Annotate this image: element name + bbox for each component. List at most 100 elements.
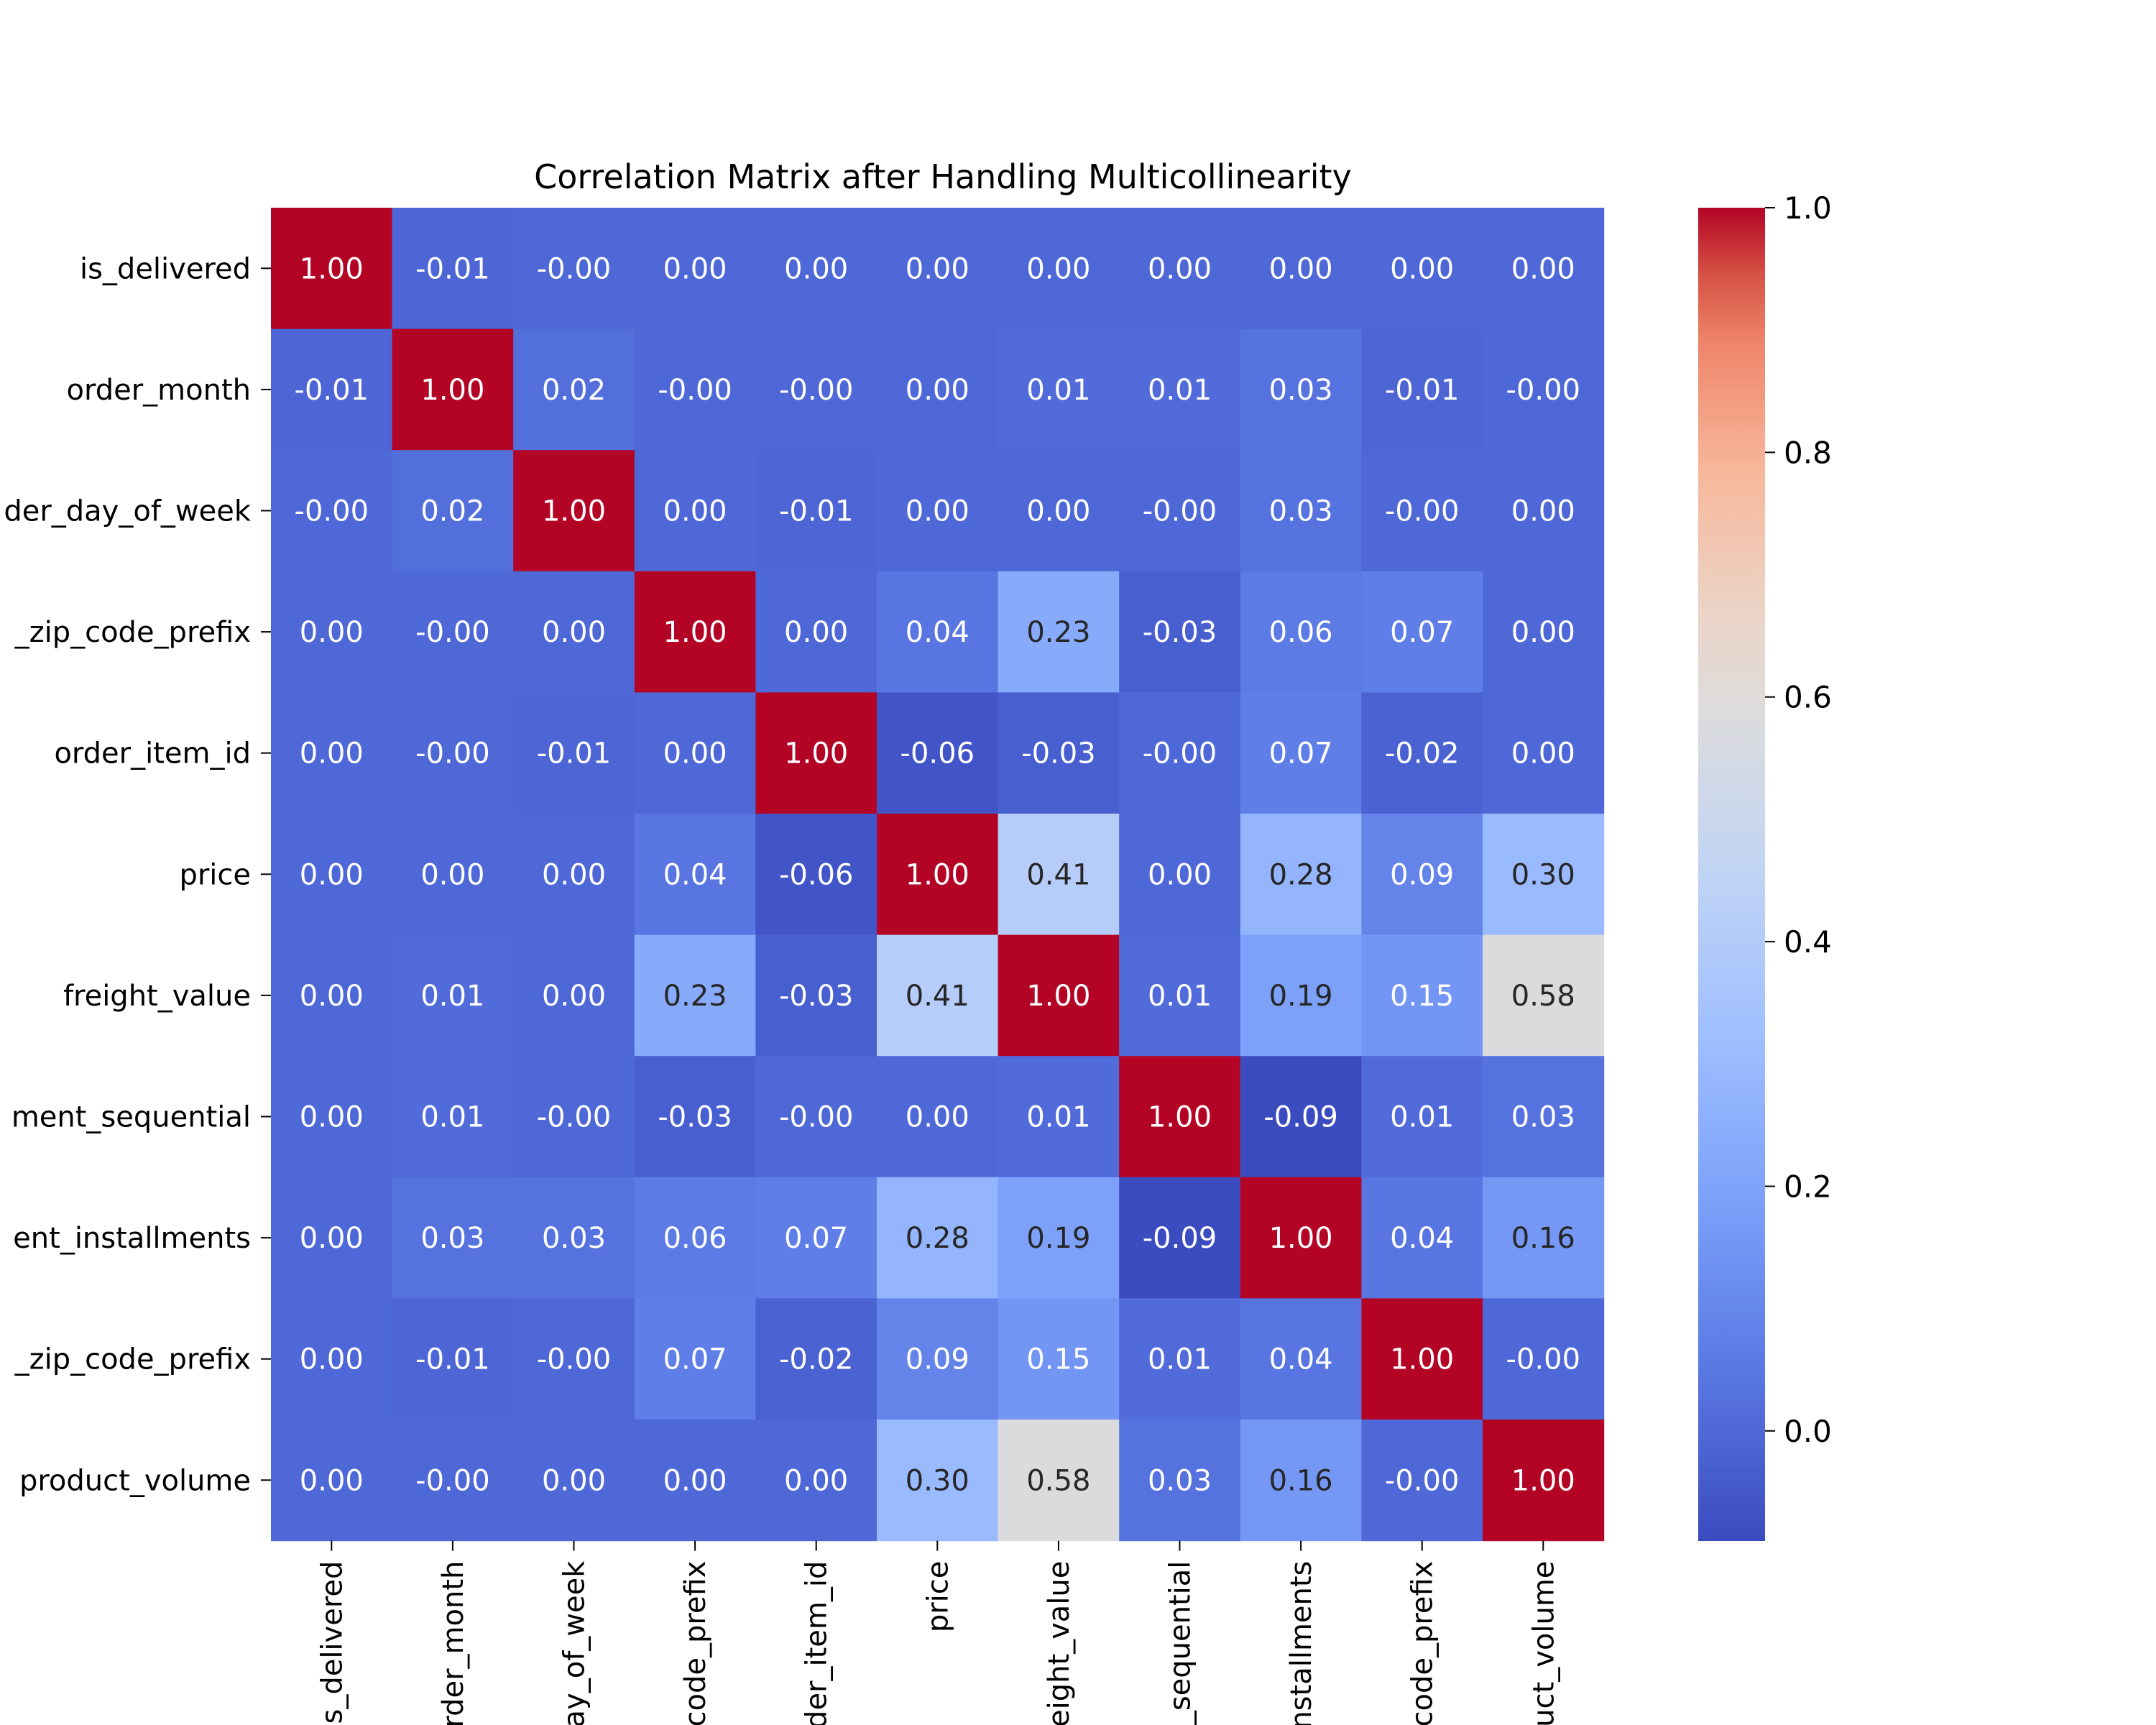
heatmap-cell (271, 328, 393, 451)
heatmap-cell (1240, 1177, 1362, 1299)
heatmap-cell (271, 450, 393, 572)
heatmap-cell (1361, 208, 1483, 330)
heatmap-cell (1361, 328, 1483, 451)
row-label: price (179, 858, 251, 891)
cell-value-label: 1.00 (300, 252, 364, 285)
heatmap-cell (755, 814, 877, 936)
heatmap-cell (755, 328, 877, 451)
cell-value-label: 0.03 (542, 1222, 606, 1255)
heatmap-cell (1361, 814, 1483, 936)
cell-value-label: 1.00 (1511, 1464, 1575, 1497)
heatmap-cell (877, 934, 999, 1057)
column-label: code_prefix (1406, 1561, 1439, 1725)
heatmap-cell (1240, 1420, 1362, 1542)
heatmap-cell (1483, 328, 1605, 451)
cell-value-label: 0.00 (1511, 737, 1575, 770)
cell-value-label: 0.01 (1026, 1101, 1090, 1134)
cell-value-label: 0.03 (1269, 374, 1333, 407)
cell-value-label: 0.16 (1269, 1464, 1333, 1497)
cell-value-label: -0.00 (537, 1101, 612, 1134)
heatmap-cell-labels: 1.00 -0.01 -0.00 0.00 0.00 0.00 0.00 0.00 0.00 0.… (295, 252, 1581, 1497)
cell-value-label: 0.00 (1390, 252, 1454, 285)
cell-value-label: -0.00 (415, 616, 490, 649)
cell-value-label: 0.00 (1026, 495, 1090, 528)
cell-value-label: 0.00 (784, 616, 848, 649)
cell-value-label: 0.00 (300, 980, 364, 1013)
cell-value-label: 0.15 (1026, 1343, 1090, 1376)
row-label: ment_sequential (11, 1101, 251, 1134)
heatmap-cell (998, 571, 1120, 693)
cell-value-label: -0.03 (658, 1101, 732, 1134)
cell-value-label: 0.00 (906, 495, 969, 528)
cell-value-label: 0.00 (542, 858, 606, 891)
cell-value-label: 0.28 (906, 1222, 969, 1255)
cell-value-label: 1.00 (906, 858, 969, 891)
colorbar-tick-label: 0.8 (1784, 435, 1832, 470)
heatmap-cell (1483, 814, 1605, 936)
colorbar: 0.0 0.2 0.4 0.6 0.8 1.0 (1698, 190, 1832, 1541)
heatmap-cell (634, 692, 756, 814)
heatmap-cell (1240, 1056, 1362, 1178)
cell-value-label: 0.30 (906, 1464, 969, 1497)
heatmap-cell (271, 934, 393, 1057)
cell-value-label: 0.04 (906, 616, 969, 649)
heatmap-cell (1240, 814, 1362, 936)
heatmap-cell (1240, 934, 1362, 1057)
heatmap-cell (1240, 208, 1362, 330)
column-label: uct_volume (1527, 1561, 1560, 1725)
heatmap-cell (877, 814, 999, 936)
column-label: code_prefix (679, 1561, 712, 1725)
cell-value-label: -0.00 (1143, 737, 1217, 770)
cell-value-label: 1.00 (1148, 1101, 1212, 1134)
heatmap-cell (392, 1420, 514, 1542)
heatmap-cell (271, 1177, 393, 1299)
heatmap-cell (513, 1177, 635, 1299)
colorbar-tick-label: 0.2 (1784, 1169, 1832, 1205)
cell-value-label: 0.06 (1269, 616, 1333, 649)
cell-value-label: 0.03 (1269, 495, 1333, 528)
heatmap-cell (513, 571, 635, 693)
column-label: ay_of_week (558, 1560, 591, 1725)
cell-value-label: -0.00 (1143, 495, 1217, 528)
heatmap-cell (392, 1056, 514, 1178)
cell-value-label: 0.01 (420, 980, 484, 1013)
cell-value-label: 0.15 (1390, 980, 1454, 1013)
heatmap-cell (1119, 1298, 1241, 1420)
cell-value-label: 1.00 (1026, 980, 1090, 1013)
heatmap-cell (1119, 450, 1241, 572)
cell-value-label: -0.06 (779, 858, 854, 891)
heatmap-cell (1119, 814, 1241, 936)
heatmap-cell (1361, 692, 1483, 814)
colorbar-ticks: 0.0 0.2 0.4 0.6 0.8 1.0 (1765, 190, 1832, 1449)
heatmap-cell (1361, 1056, 1483, 1178)
cell-value-label: -0.00 (779, 374, 854, 407)
heatmap-cell (1361, 1298, 1483, 1420)
column-labels: s_delivered rder_month ay_of_week code_pref… (315, 1540, 1560, 1725)
row-label: der_day_of_week (4, 495, 252, 528)
cell-value-label: 0.02 (542, 374, 606, 407)
cell-value-label: 0.00 (542, 616, 606, 649)
cell-value-label: 0.04 (663, 858, 727, 891)
cell-value-label: -0.00 (295, 495, 369, 528)
cell-value-label: 0.00 (906, 252, 969, 285)
cell-value-label: 0.00 (663, 495, 727, 528)
row-label: ent_installments (13, 1222, 251, 1255)
cell-value-label: 0.58 (1511, 980, 1575, 1013)
cell-value-label: -0.01 (295, 374, 369, 407)
heatmap-cell (998, 1420, 1120, 1542)
heatmap-cell (755, 1298, 877, 1420)
cell-value-label: 0.23 (663, 980, 727, 1013)
heatmap-cell (755, 1420, 877, 1542)
heatmap-cell (1240, 1298, 1362, 1420)
cell-value-label: -0.01 (415, 1343, 490, 1376)
heatmap-cell (271, 1298, 393, 1420)
heatmap-cell (392, 208, 514, 330)
heatmap-cell (998, 1298, 1120, 1420)
cell-value-label: 0.03 (420, 1222, 484, 1255)
row-label: order_month (67, 374, 251, 407)
heatmap-cell (1119, 1177, 1241, 1299)
heatmap-cell (634, 208, 756, 330)
cell-value-label: -0.00 (415, 737, 490, 770)
heatmap-cell (755, 934, 877, 1057)
cell-value-label: 0.00 (663, 1464, 727, 1497)
